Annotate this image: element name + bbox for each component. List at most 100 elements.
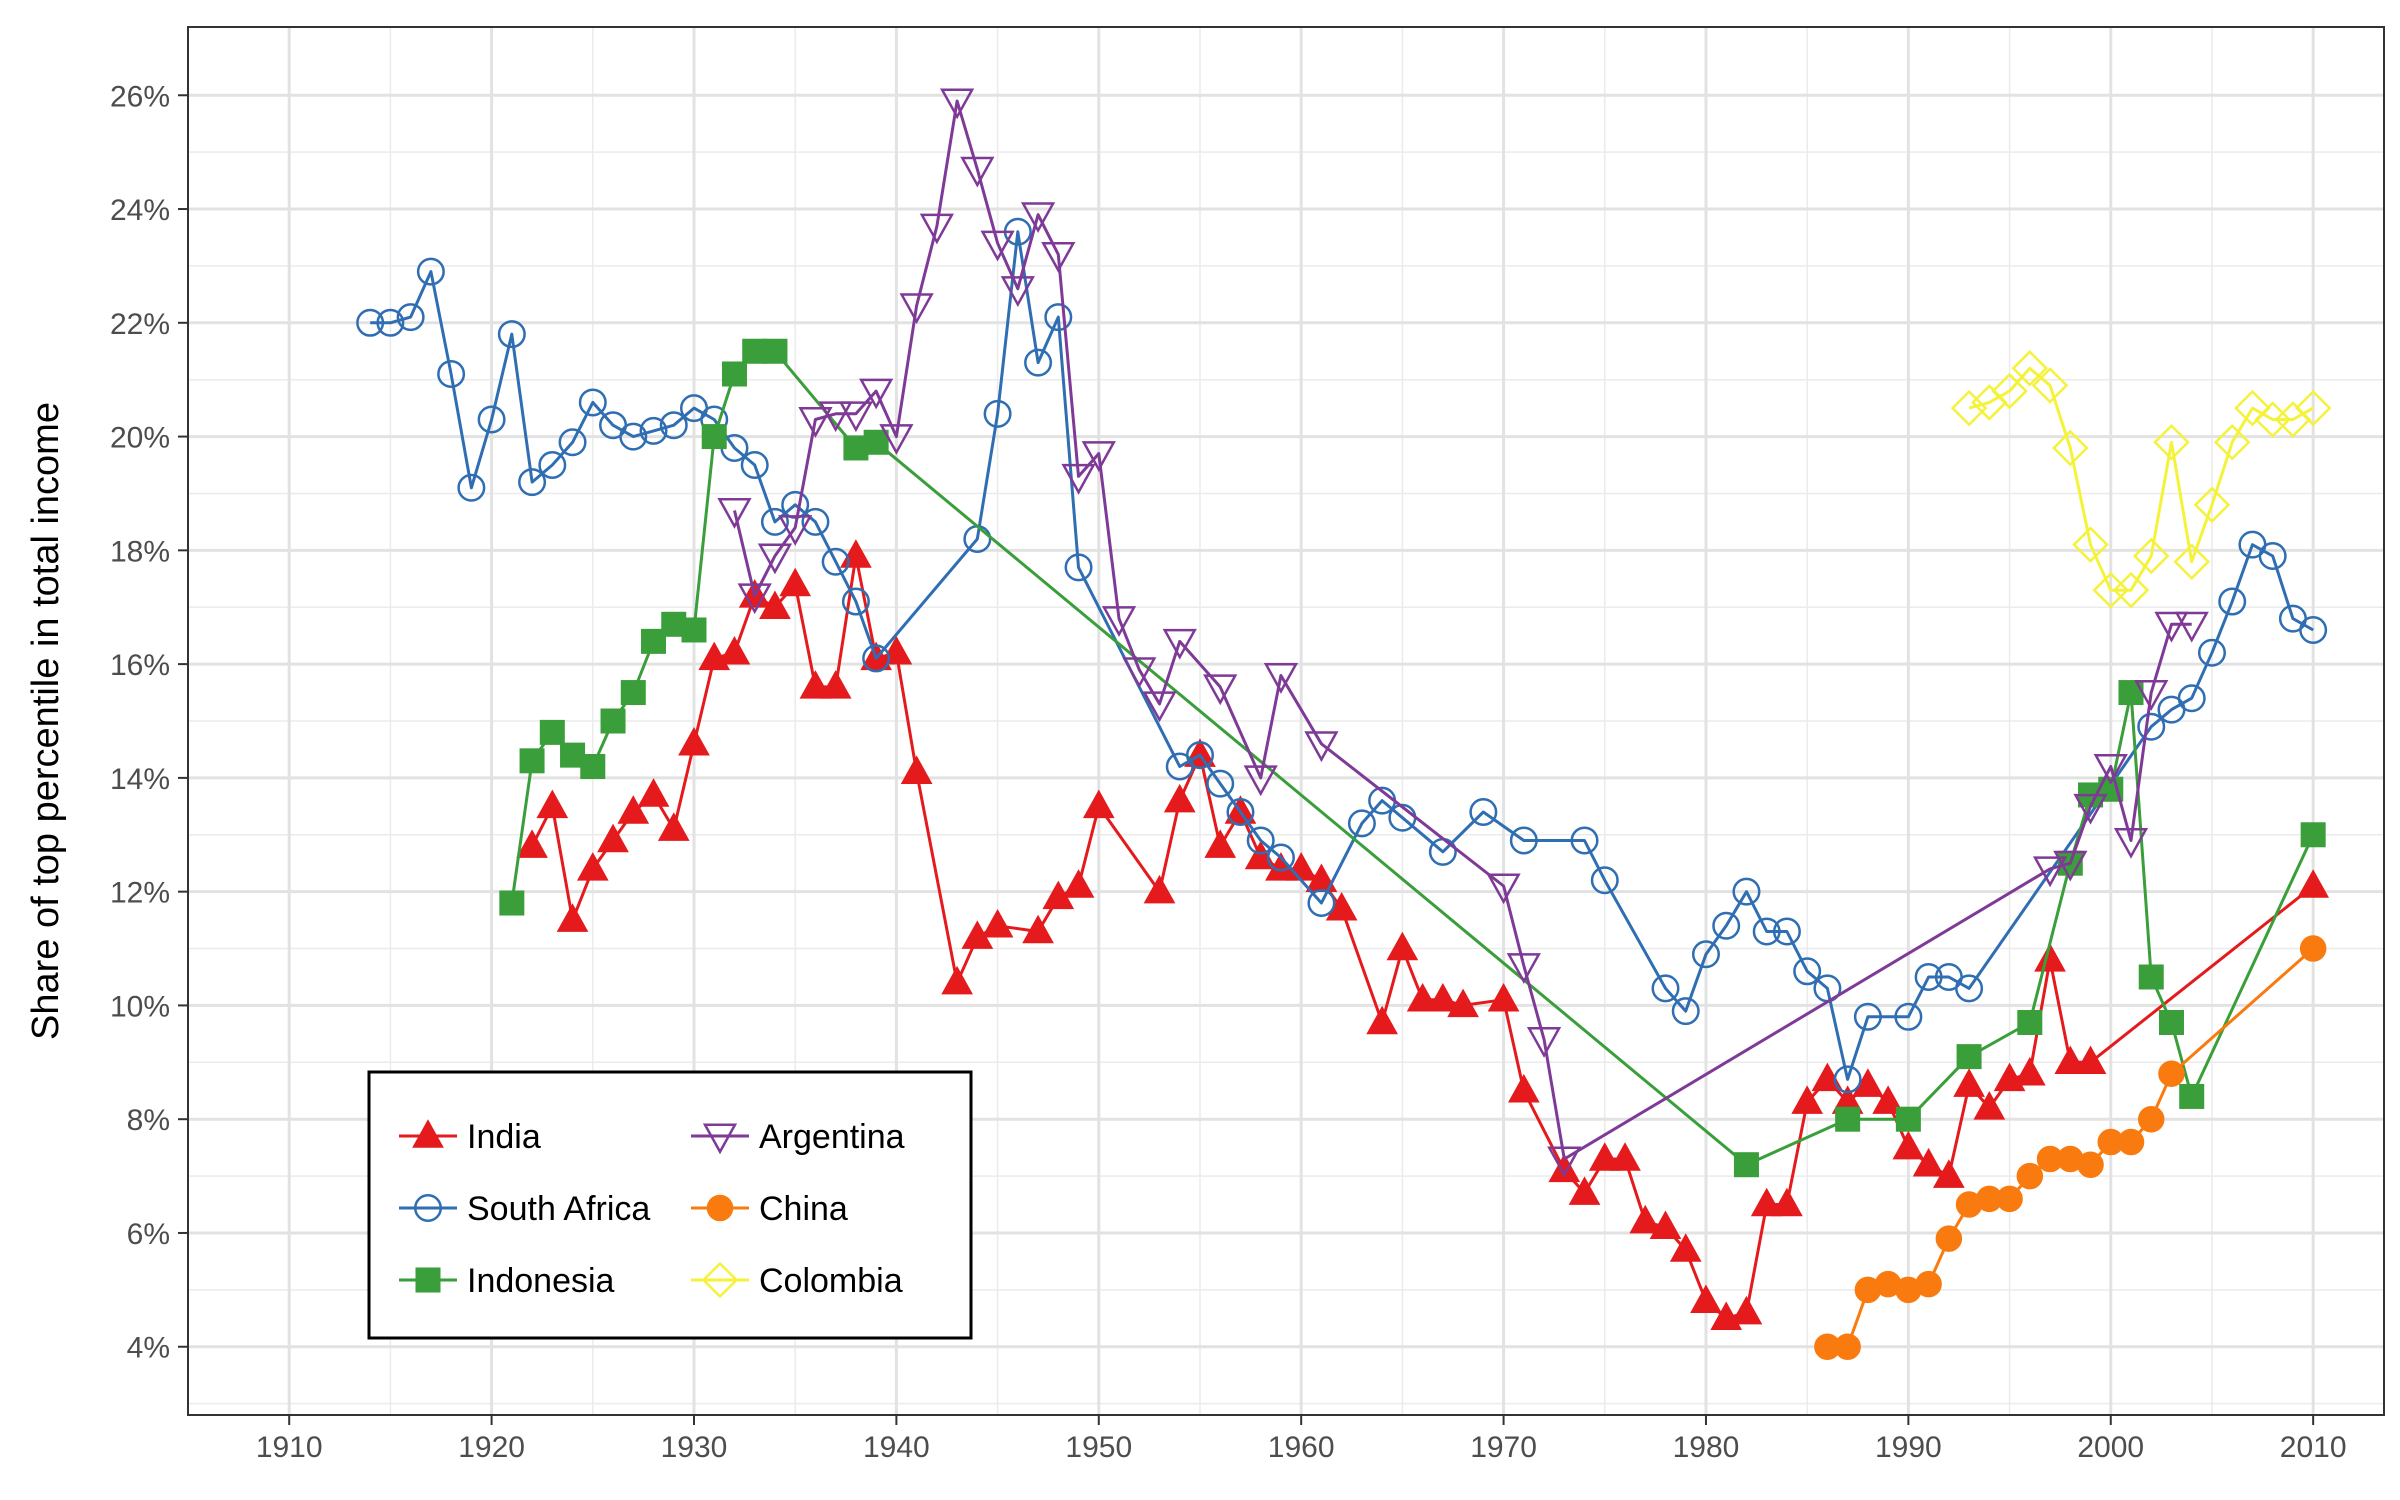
point-india	[1427, 982, 1459, 1012]
point-india	[1771, 1187, 1803, 1217]
point-china	[2158, 1060, 2185, 1087]
point-india	[2297, 869, 2330, 898]
point-indonesia	[2300, 822, 2326, 848]
point-argentina	[1506, 953, 1541, 984]
point-india	[718, 635, 751, 665]
y-tick-label: 4%	[127, 1332, 170, 1365]
point-india	[1204, 829, 1237, 858]
series-line-south-africa	[370, 230, 2314, 1081]
point-south-africa	[416, 257, 445, 286]
point-india	[1730, 1295, 1763, 1325]
point-argentina	[939, 88, 975, 120]
point-argentina	[2032, 856, 2068, 888]
point-indonesia	[701, 424, 727, 450]
point-colombia	[1950, 389, 1988, 427]
point-india	[1912, 1147, 1945, 1177]
y-axis-label: Share of top percentile in total income	[25, 402, 67, 1040]
point-argentina	[1243, 765, 1278, 797]
point-india	[1872, 1085, 1904, 1114]
point-india	[1973, 1091, 2006, 1120]
point-indonesia	[681, 617, 707, 643]
x-tick-label: 1960	[1268, 1431, 1335, 1464]
point-colombia	[2112, 571, 2150, 609]
y-tick-label: 8%	[127, 1104, 170, 1137]
point-indonesia	[1733, 1152, 1759, 1178]
point-colombia	[2173, 543, 2210, 580]
point-india	[576, 852, 609, 881]
point-india	[1892, 1130, 1925, 1160]
point-indonesia	[600, 708, 626, 734]
legend-marker	[412, 1119, 444, 1148]
point-indonesia	[539, 719, 565, 745]
point-india	[1568, 1176, 1601, 1205]
legend-marker	[415, 1267, 441, 1293]
point-south-africa	[1914, 962, 1943, 991]
point-south-africa	[1469, 798, 1498, 827]
point-india	[2054, 1045, 2087, 1075]
point-south-africa	[1894, 1002, 1923, 1031]
point-south-africa	[497, 320, 526, 349]
point-south-africa	[2197, 638, 2226, 667]
point-south-africa	[1691, 940, 1720, 969]
point-india	[779, 567, 812, 597]
series-india	[516, 539, 2330, 1331]
point-argentina	[980, 230, 1015, 262]
point-colombia	[2234, 389, 2271, 427]
point-india	[1447, 988, 1479, 1018]
x-tick-label: 1910	[256, 1431, 323, 1464]
point-south-africa	[639, 416, 668, 445]
point-south-africa	[1651, 974, 1680, 1003]
y-tick-label: 24%	[110, 194, 170, 227]
point-argentina	[818, 401, 853, 433]
point-india	[799, 670, 832, 699]
point-south-africa	[1307, 889, 1336, 918]
x-tick-label: 1940	[863, 1431, 930, 1464]
y-tick-label: 14%	[110, 763, 170, 796]
point-india	[1791, 1085, 1824, 1114]
point-argentina	[1304, 731, 1339, 763]
legend-marker	[701, 1261, 739, 1299]
point-argentina	[757, 543, 793, 575]
point-colombia	[2153, 423, 2190, 461]
point-indonesia	[2179, 1083, 2205, 1109]
point-india	[536, 789, 569, 819]
point-india	[1406, 982, 1439, 1012]
point-india	[1932, 1159, 1965, 1188]
point-south-africa	[1226, 798, 1255, 827]
point-south-africa	[437, 360, 466, 388]
point-china	[1935, 1225, 1963, 1252]
y-tick-label: 10%	[110, 990, 170, 1023]
legend-item-indonesia: Indonesia	[399, 1262, 615, 1300]
point-india	[617, 795, 650, 824]
point-colombia	[2193, 486, 2231, 524]
point-argentina	[1122, 657, 1157, 689]
point-india	[2013, 1056, 2046, 1086]
point-india	[597, 823, 629, 853]
point-south-africa	[2177, 684, 2206, 713]
point-china	[2299, 935, 2327, 962]
y-tick-label: 6%	[127, 1218, 170, 1251]
point-south-africa	[841, 587, 870, 616]
x-tick-label: 1930	[661, 1431, 728, 1464]
point-india	[1082, 789, 1115, 819]
point-south-africa	[862, 644, 891, 673]
point-india	[1366, 1005, 1398, 1035]
legend-label: South Africa	[467, 1190, 650, 1228]
legend-label: Colombia	[759, 1262, 903, 1300]
y-tick-label: 26%	[110, 80, 170, 113]
point-south-africa	[457, 473, 486, 502]
series-layer	[356, 88, 2332, 1360]
point-india	[1163, 783, 1196, 813]
point-south-africa	[2299, 615, 2328, 644]
point-south-africa	[983, 399, 1012, 428]
point-argentina	[859, 378, 894, 410]
point-china	[2077, 1151, 2104, 1178]
point-colombia	[2031, 367, 2069, 404]
point-india	[1062, 869, 1095, 898]
point-south-africa	[1044, 303, 1073, 332]
point-india	[2074, 1045, 2107, 1075]
point-argentina	[2174, 611, 2209, 643]
legend-item-south-africa: South Africa	[399, 1190, 650, 1228]
x-tick-label: 1920	[458, 1431, 525, 1464]
point-south-africa	[1955, 974, 1984, 1003]
